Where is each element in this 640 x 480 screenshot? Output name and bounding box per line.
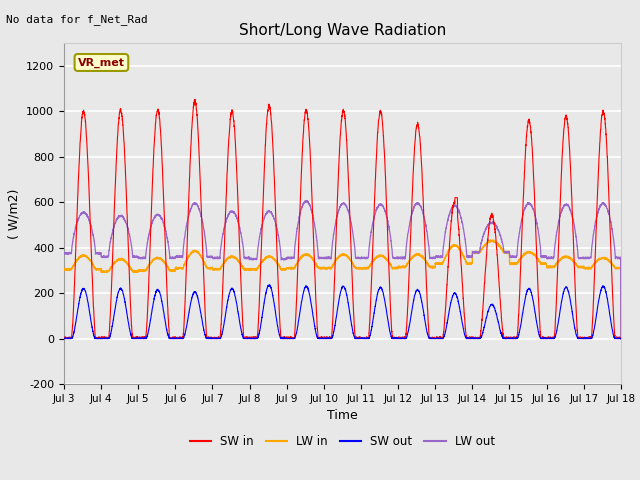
Title: Short/Long Wave Radiation: Short/Long Wave Radiation <box>239 23 446 38</box>
Legend: SW in, LW in, SW out, LW out: SW in, LW in, SW out, LW out <box>185 431 500 453</box>
Y-axis label: ( W/m2): ( W/m2) <box>8 189 20 239</box>
Text: No data for f_Net_Rad: No data for f_Net_Rad <box>6 14 148 25</box>
Text: VR_met: VR_met <box>78 57 125 68</box>
X-axis label: Time: Time <box>327 409 358 422</box>
